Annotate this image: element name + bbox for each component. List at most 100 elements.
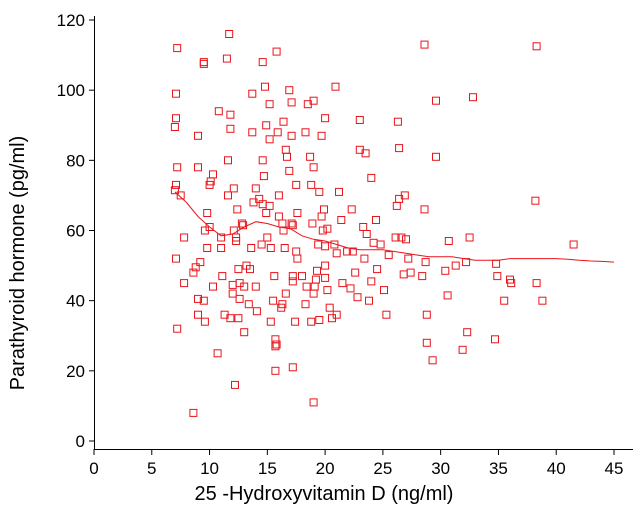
data-point	[258, 58, 267, 67]
data-point	[493, 272, 502, 281]
data-point	[173, 324, 182, 333]
data-point	[279, 226, 288, 235]
x-tick-label: 30	[431, 459, 450, 478]
data-point	[203, 209, 212, 217]
data-point	[237, 219, 246, 228]
data-point	[194, 310, 202, 319]
data-point	[335, 187, 343, 196]
data-point	[395, 144, 404, 153]
data-point	[180, 233, 189, 242]
data-point	[451, 261, 460, 270]
data-point	[266, 317, 275, 326]
data-point	[270, 272, 279, 281]
data-point	[298, 272, 306, 281]
data-point	[196, 258, 205, 267]
data-point	[360, 254, 369, 263]
data-point	[266, 244, 275, 252]
data-point	[306, 152, 315, 161]
data-point	[205, 223, 214, 231]
data-point	[343, 247, 352, 256]
data-point	[285, 86, 294, 95]
data-point	[491, 335, 499, 344]
y-tick-label: 80	[66, 151, 85, 170]
data-point	[281, 289, 290, 298]
data-point	[209, 282, 217, 291]
data-point	[274, 212, 283, 221]
data-point	[173, 44, 182, 53]
data-point	[274, 191, 283, 200]
data-point	[323, 286, 332, 295]
data-point	[234, 314, 243, 323]
data-point	[271, 366, 280, 375]
data-point	[173, 163, 182, 172]
data-point	[469, 93, 477, 102]
data-point	[261, 82, 269, 91]
data-point	[337, 216, 346, 224]
data-point	[418, 272, 427, 281]
y-tick-label: 20	[66, 362, 85, 381]
y-axis-title: Parathyroid hormone (pg/ml)	[7, 136, 29, 391]
data-point	[372, 216, 380, 224]
data-point	[348, 247, 357, 256]
y-tick-label: 100	[57, 81, 85, 100]
data-point	[531, 196, 540, 205]
data-point	[309, 289, 318, 298]
data-point	[170, 123, 179, 131]
data-point	[280, 244, 289, 252]
data-point	[320, 205, 328, 214]
data-point	[308, 219, 317, 228]
data-point	[309, 398, 318, 407]
data-point	[203, 244, 212, 252]
data-point	[288, 221, 297, 230]
data-point	[287, 98, 296, 107]
data-point	[293, 209, 302, 217]
data-point	[209, 170, 217, 179]
data-point	[507, 279, 516, 288]
data-point	[228, 289, 237, 298]
data-point	[234, 265, 243, 274]
data-point	[404, 254, 413, 263]
data-point	[384, 251, 393, 260]
data-point	[307, 317, 316, 326]
data-point	[380, 286, 388, 295]
data-point	[247, 244, 256, 252]
x-tick-label: 15	[258, 459, 277, 478]
trend-line-layer	[174, 191, 615, 263]
data-point	[172, 254, 180, 263]
data-point	[422, 310, 431, 319]
data-point	[307, 180, 316, 189]
data-point	[325, 303, 334, 312]
data-point	[392, 201, 401, 210]
data-point	[265, 100, 274, 109]
data-point	[277, 303, 286, 312]
data-point	[351, 268, 360, 277]
data-point	[257, 240, 266, 249]
data-point	[288, 363, 297, 372]
data-point	[176, 191, 185, 200]
data-point	[420, 205, 429, 214]
data-point	[406, 268, 415, 277]
data-point	[287, 131, 296, 140]
x-tick-label: 25	[373, 459, 392, 478]
data-point	[172, 89, 180, 98]
data-point	[321, 273, 330, 282]
data-point	[314, 240, 323, 249]
data-point	[376, 240, 385, 249]
x-axis-ticks: 0 5 10 15 20 25 30 35 40 45	[89, 449, 623, 478]
data-point	[432, 96, 440, 105]
x-tick-label: 40	[547, 459, 566, 478]
data-point	[301, 128, 310, 137]
data-point	[225, 30, 234, 38]
data-point	[272, 47, 281, 56]
data-point	[330, 240, 339, 249]
data-points	[170, 30, 578, 417]
data-point	[399, 270, 408, 279]
data-point	[272, 340, 281, 349]
data-point	[318, 226, 327, 235]
data-point	[532, 279, 541, 288]
data-point	[462, 258, 471, 267]
data-point	[213, 349, 222, 358]
data-point	[224, 191, 232, 200]
data-point	[259, 172, 268, 181]
data-point	[199, 296, 208, 305]
